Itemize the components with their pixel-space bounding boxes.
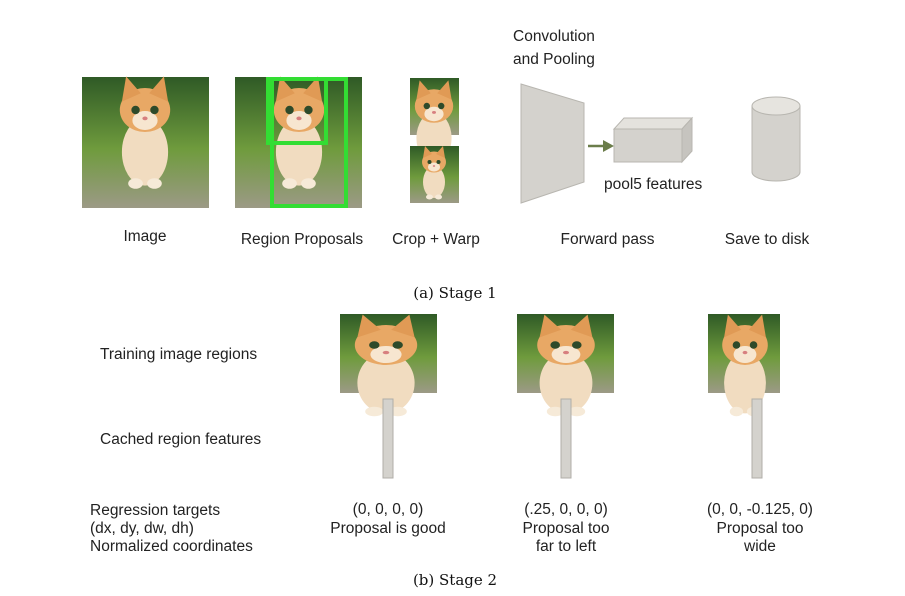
crop-warp-label: Crop + Warp [392,231,480,248]
disk-cylinder-icon [751,96,801,182]
pool5-feature-box [612,116,694,164]
region-proposals-label: Region Proposals [240,231,364,248]
cached-feature-bar-3 [751,398,763,479]
training-region-2 [517,314,614,417]
training-regions-label: Training image regions [100,346,258,363]
proposal-box-full [270,77,348,208]
example-2-target: (.25, 0, 0, 0) [524,501,608,518]
cached-feature-bar-1 [382,398,394,479]
example-2-desc-line1: Proposal too [522,520,610,537]
example-2-desc-line2: far to left [535,538,597,555]
cat-image [82,76,209,208]
forward-pass-label: Forward pass [560,231,655,248]
stage2-caption: (b) Stage 2 [412,571,498,589]
warped-crop-1 [410,78,459,166]
example-3-target: (0, 0, -0.125, 0) [707,501,813,518]
pool5-label: pool5 features [604,176,703,193]
example-1-target: (0, 0, 0, 0) [352,501,424,518]
warped-crop-2 [410,146,459,203]
image-label: Image [123,228,167,245]
cached-feature-bar-2 [560,398,572,479]
regression-targets-line3: Normalized coordinates [90,538,253,555]
save-to-disk-label: Save to disk [724,231,810,248]
convolution-label-line1: Convolution [513,28,595,45]
training-region-3 [708,314,780,417]
training-region-1 [340,314,437,417]
example-3-desc-line1: Proposal too [716,520,804,537]
regression-targets-line2: (dx, dy, dw, dh) [90,520,194,537]
stage1-caption: (a) Stage 1 [413,284,497,302]
example-1-desc: Proposal is good [330,520,446,537]
example-3-desc-line2: wide [744,538,776,555]
convolution-label-line2: and Pooling [513,51,595,68]
cached-features-label: Cached region features [100,431,262,448]
arrow-icon [588,140,614,152]
convnet-trapezoid [520,83,585,204]
regression-targets-line1: Regression targets [90,502,221,519]
region-proposals-image [235,76,362,208]
